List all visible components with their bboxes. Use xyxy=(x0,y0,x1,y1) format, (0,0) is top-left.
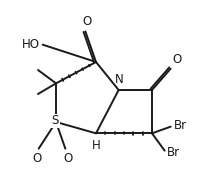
Text: O: O xyxy=(82,15,91,28)
Text: Br: Br xyxy=(167,146,180,159)
Text: HO: HO xyxy=(22,38,40,51)
Text: S: S xyxy=(52,114,59,127)
Text: O: O xyxy=(32,152,41,165)
Text: N: N xyxy=(115,73,124,86)
Text: O: O xyxy=(173,53,182,66)
Text: O: O xyxy=(63,152,73,165)
Text: H: H xyxy=(92,139,101,152)
Text: Br: Br xyxy=(174,120,187,133)
